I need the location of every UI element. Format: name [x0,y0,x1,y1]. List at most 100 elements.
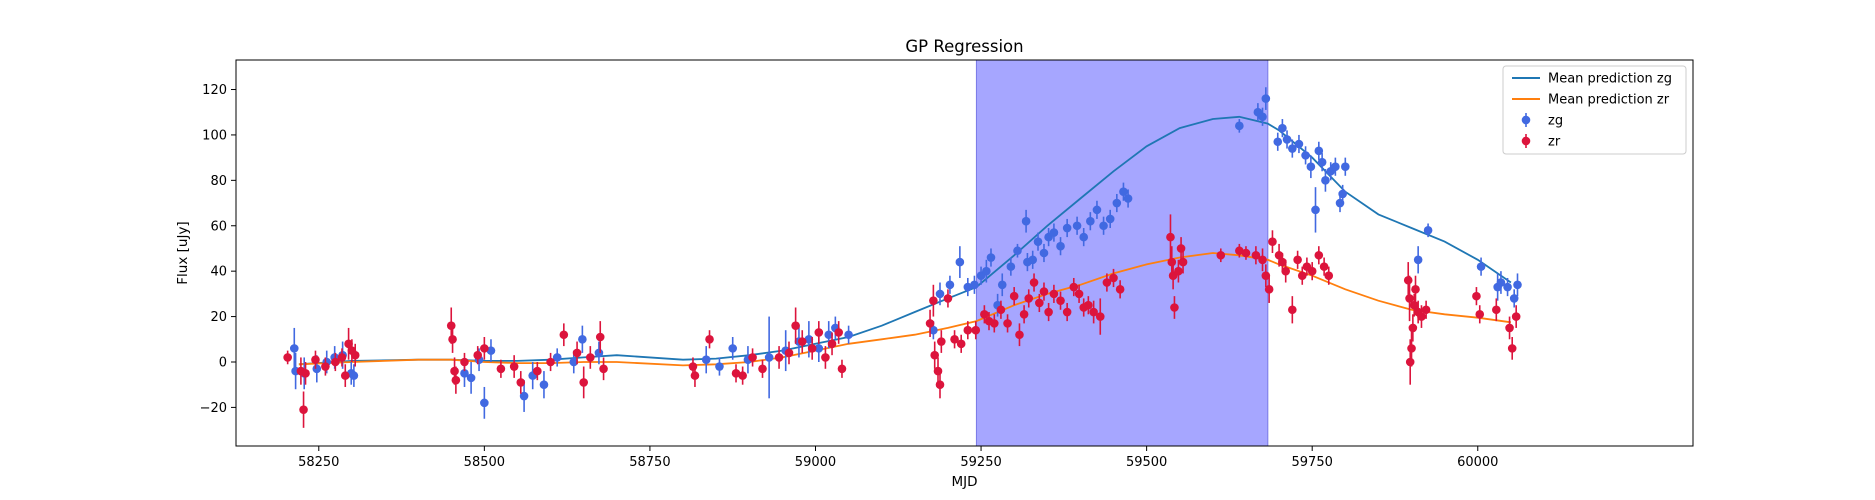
data-point-zg [1496,271,1506,294]
marker [1324,271,1334,281]
data-point-zg [1311,187,1320,233]
data-point-zr [579,366,588,399]
chart-title: GP Regression [905,37,1023,56]
marker [446,321,456,330]
marker [1476,262,1486,271]
marker [594,348,604,358]
marker [1033,237,1043,246]
data-point-zr [1258,248,1267,272]
marker [1015,330,1024,340]
marker [731,369,741,378]
legend-box [1502,65,1687,155]
marker [1039,287,1049,296]
data-point-zg [1513,273,1522,297]
data-point-zg [970,275,979,294]
data-point-zr [1166,214,1175,260]
marker [1301,151,1310,160]
marker [715,362,724,371]
data-point-zg [466,361,476,394]
marker [1297,271,1307,281]
data-point-zr [690,364,700,387]
data-point-zr [1307,262,1317,281]
data-point-zr [1324,266,1334,285]
marker [486,346,496,355]
data-point-zg [982,259,991,283]
marker [935,289,945,299]
marker [331,357,340,367]
data-point-zg [844,325,853,344]
marker [321,362,330,371]
data-point-zr [546,352,555,372]
data-point-zr [1507,337,1517,360]
data-point-zg [1314,141,1324,160]
data-point-zg [289,327,299,369]
legend-entry: zg [1521,113,1563,129]
marker [519,391,529,401]
marker [963,325,973,335]
legend-label: zr [1548,135,1561,150]
marker [997,280,1007,290]
data-point-zg [1258,107,1267,126]
data-point-zr [1056,291,1065,310]
data-point-zr [807,337,817,360]
data-point-zr [1009,287,1019,306]
data-point-zg [1413,246,1423,274]
data-point-zr [1095,298,1105,335]
data-point-zg [955,246,965,278]
marker [748,353,757,362]
data-point-zr [827,332,837,356]
data-point-zr [1403,262,1413,299]
data-point-zr [774,346,784,369]
marker [701,355,711,365]
data-point-zg [1509,289,1519,308]
data-point-zg [1282,130,1292,149]
data-point-zg [1476,257,1486,276]
marker [1307,266,1317,276]
marker [1288,305,1297,315]
data-point-zr [1074,284,1084,303]
marker [552,353,562,362]
marker [312,364,322,374]
data-point-zr [1089,300,1098,324]
data-point-zr [1407,330,1416,367]
marker [1513,280,1522,290]
marker [1278,123,1287,133]
data-point-zr [930,341,939,369]
marker [1509,294,1519,303]
data-point-zr [1170,296,1179,319]
marker [758,364,767,374]
marker [1472,291,1481,301]
marker [827,339,837,349]
marker [460,357,469,367]
data-point-zr [1421,300,1431,319]
marker [1405,357,1415,367]
marker [1321,176,1330,185]
data-point-zr [1069,277,1079,297]
marker [599,364,608,374]
marker [569,357,579,367]
data-point-zr [748,348,757,367]
x-tick-label: 59750 [1292,455,1333,470]
data-point-zr [1178,250,1188,274]
data-point-zg [349,364,359,387]
data-point-zr [1405,275,1414,322]
marker [1408,323,1418,333]
marker [1413,255,1423,265]
marker [1241,248,1251,258]
data-point-zr [963,321,973,340]
data-point-zg [1049,223,1059,242]
marker [1282,135,1292,144]
marker [1099,221,1108,231]
marker [1403,275,1413,285]
data-point-zr [321,357,330,376]
marker [1019,310,1029,319]
data-point-zr [837,359,847,378]
data-point-zg [1056,237,1065,256]
marker [1006,262,1016,271]
marker [1505,323,1514,333]
data-point-zg [963,277,973,297]
marker [950,334,959,344]
data-point-zr [1264,275,1274,303]
data-point-zg [715,357,724,376]
marker [982,266,991,276]
